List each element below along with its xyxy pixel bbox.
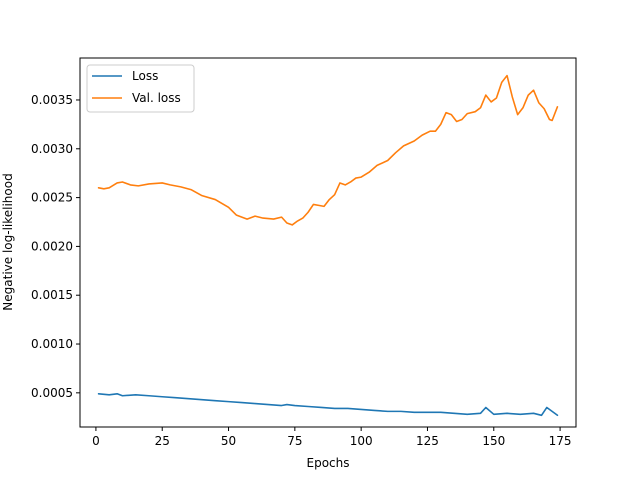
y-tick-label: 0.0015 — [31, 288, 73, 302]
y-tick-label: 0.0035 — [31, 93, 73, 107]
x-axis-title: Epochs — [307, 456, 350, 470]
x-tick-label: 150 — [482, 434, 505, 448]
plot-area-background — [80, 58, 576, 427]
legend-label-1: Val. loss — [132, 91, 181, 105]
series-line-1 — [97, 74, 559, 226]
x-tick-label: 0 — [92, 434, 100, 448]
x-tick-label: 125 — [416, 434, 439, 448]
legend-label-0: Loss — [132, 69, 158, 83]
x-tick-label: 100 — [350, 434, 373, 448]
y-tick-label: 0.0030 — [31, 142, 73, 156]
plot-frame — [79, 57, 577, 428]
x-tick-label: 25 — [155, 434, 170, 448]
x-tick-label: 50 — [221, 434, 236, 448]
legend: Loss Val. loss — [86, 64, 195, 113]
y-axis-ticks: 0.0005 0.0010 0.0015 0.0020 0.0025 0.0030 0.00… — [31, 93, 80, 400]
y-axis-title: Negative log-likelihood — [1, 173, 15, 310]
series-line-0 — [97, 393, 559, 417]
series-layer — [97, 74, 559, 417]
y-tick-label: 0.0005 — [31, 386, 73, 400]
x-axis-ticks: 0 25 50 75 100 125 150 175 — [92, 427, 572, 448]
x-tick-label: 175 — [549, 434, 572, 448]
y-tick-label: 0.0025 — [31, 191, 73, 205]
y-tick-label: 0.0010 — [31, 337, 73, 351]
y-tick-label: 0.0020 — [31, 239, 73, 253]
x-tick-label: 75 — [287, 434, 302, 448]
